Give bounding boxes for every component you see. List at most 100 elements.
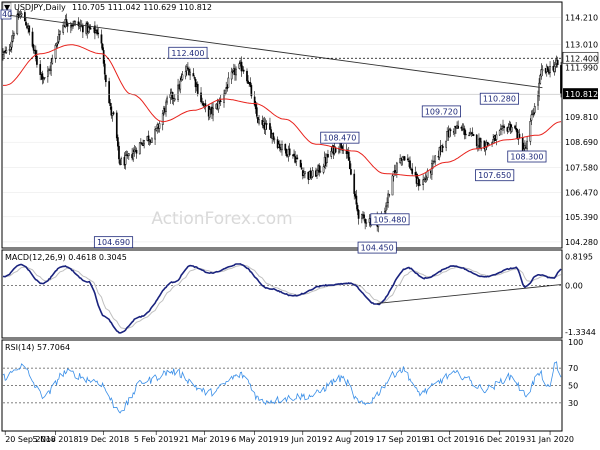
- candle-body: [276, 139, 279, 148]
- candle: [94, 21, 96, 40]
- candle: [110, 103, 113, 119]
- candle: [532, 108, 535, 118]
- candle: [549, 61, 551, 78]
- candle-body: [11, 35, 14, 42]
- candle-body: [300, 167, 303, 170]
- candle-body: [97, 32, 100, 35]
- candle: [507, 123, 510, 133]
- price-label: 105.480: [370, 213, 410, 226]
- candle: [227, 72, 230, 88]
- candle: [47, 65, 49, 83]
- candle-body: [39, 64, 42, 75]
- candle: [230, 67, 233, 84]
- candle-body: [449, 129, 452, 132]
- candle: [238, 60, 241, 70]
- candle-body: [165, 101, 167, 112]
- candle-body: [387, 193, 389, 204]
- x-tick-label: 19 Jun 2019: [279, 435, 327, 444]
- candle-body: [350, 169, 352, 175]
- candle: [138, 141, 141, 155]
- candle-body: [411, 168, 414, 174]
- candle-body: [353, 173, 356, 194]
- candle: [480, 137, 482, 152]
- candle: [533, 103, 536, 116]
- price-label: 104.450: [357, 241, 397, 254]
- candle: [166, 95, 168, 105]
- candle: [147, 130, 150, 145]
- candle-body: [158, 123, 161, 129]
- candle-body: [111, 113, 114, 116]
- macd-lines: [2, 263, 562, 334]
- candle-body: [147, 135, 150, 142]
- candle: [28, 25, 31, 36]
- collapse-icon[interactable]: ▼: [4, 3, 11, 12]
- candle-body: [181, 74, 184, 80]
- candle: [300, 163, 303, 170]
- x-tick-label: 16 Dec 2019: [474, 435, 525, 444]
- candle: [249, 77, 252, 88]
- rsi-panel-header: RSI(14) 57.7064: [5, 343, 70, 352]
- candle-body: [184, 71, 187, 77]
- candle: [388, 193, 391, 198]
- candle: [181, 71, 184, 81]
- candle-body: [531, 113, 534, 116]
- candle-body: [250, 85, 253, 97]
- candle-body: [74, 21, 77, 24]
- price-tick-label: 109.810: [565, 113, 598, 122]
- candle-body: [82, 25, 84, 33]
- candle-body: [454, 126, 456, 134]
- candle: [194, 77, 197, 94]
- price-tick-label: 104.280: [565, 238, 598, 247]
- candle: [57, 29, 60, 44]
- candle: [158, 120, 161, 133]
- candle-body: [483, 140, 486, 149]
- candle: [154, 126, 156, 146]
- candle-body: [423, 179, 426, 182]
- candle-body: [62, 24, 65, 33]
- candle-body: [208, 109, 211, 118]
- candle: [89, 24, 92, 30]
- price-price-labels: 104.690 112.400 104.450 108.470 105.480 109.7…: [93, 46, 547, 254]
- candle: [278, 140, 281, 152]
- rsi-tick-label: 70: [568, 364, 578, 373]
- candle-body: [501, 126, 503, 130]
- candle-body: [226, 86, 229, 89]
- candle-body: [230, 71, 233, 80]
- candle-body: [327, 154, 329, 158]
- candle: [255, 102, 258, 119]
- price-trendline: [9, 14, 543, 89]
- candle: [406, 154, 409, 162]
- candle: [296, 154, 299, 160]
- candle-body: [560, 65, 562, 94]
- price-label: 108.470: [320, 131, 360, 144]
- candle: [212, 102, 214, 122]
- candle-body: [319, 170, 322, 173]
- candle-body: [448, 129, 451, 138]
- candle: [354, 191, 357, 199]
- candle: [101, 43, 104, 51]
- candle: [554, 59, 557, 73]
- candle-body: [533, 105, 536, 113]
- candle-body: [326, 154, 328, 164]
- candle: [468, 132, 470, 137]
- candle-body: [77, 21, 80, 27]
- price-overlays: [3, 14, 562, 177]
- candle: [411, 163, 414, 176]
- candle: [514, 124, 516, 130]
- candle-body: [386, 202, 388, 207]
- candle: [55, 42, 58, 48]
- candle: [111, 113, 114, 122]
- candle-body: [219, 100, 222, 102]
- macd-tick-label: 0.8195: [565, 253, 593, 262]
- candle-body: [150, 137, 153, 143]
- candle-body: [530, 114, 533, 121]
- candle-body: [526, 140, 528, 150]
- candle-body: [503, 126, 505, 128]
- candle: [364, 218, 367, 230]
- candle-body: [154, 129, 156, 140]
- candle-body: [400, 159, 403, 161]
- candle-body: [272, 132, 275, 139]
- candle: [201, 97, 203, 106]
- candle-body: [73, 21, 75, 26]
- x-tick-label: 31 Oct 2019: [425, 435, 474, 444]
